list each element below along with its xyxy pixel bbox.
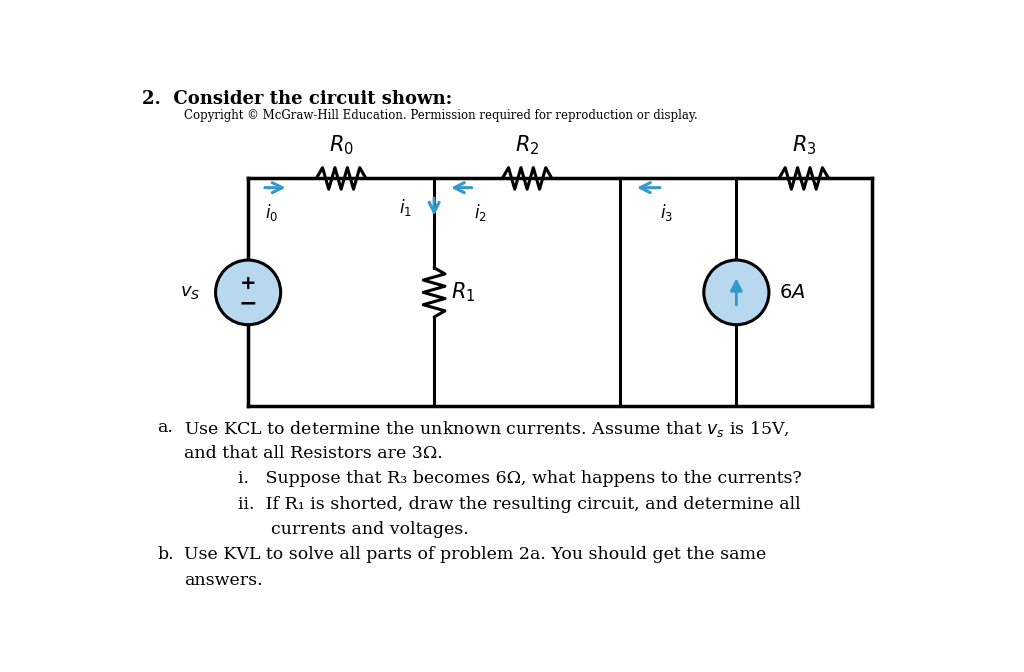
Text: $R_0$: $R_0$ [329, 133, 353, 157]
Text: $i_2$: $i_2$ [474, 202, 487, 222]
Text: $R_2$: $R_2$ [515, 133, 540, 157]
Text: $R_1$: $R_1$ [452, 281, 475, 304]
Text: a.: a. [158, 419, 173, 436]
Text: Copyright © McGraw-Hill Education. Permission required for reproduction or displ: Copyright © McGraw-Hill Education. Permi… [183, 109, 697, 122]
Text: $i_3$: $i_3$ [660, 202, 674, 222]
Text: $6A$: $6A$ [779, 283, 806, 302]
Text: and that all Resistors are 3Ω.: and that all Resistors are 3Ω. [183, 445, 442, 462]
Text: Use KVL to solve all parts of problem 2a. You should get the same: Use KVL to solve all parts of problem 2a… [183, 546, 766, 564]
Text: $v_S$: $v_S$ [180, 284, 200, 301]
Text: Use KCL to determine the unknown currents. Assume that $v_s$ is 15V,: Use KCL to determine the unknown current… [183, 419, 790, 439]
Text: +: + [240, 274, 256, 292]
Circle shape [216, 260, 281, 325]
Text: currents and voltages.: currents and voltages. [271, 521, 469, 538]
Text: −: − [239, 293, 257, 313]
Text: $i_0$: $i_0$ [265, 202, 279, 222]
Text: ii.  If R₁ is shorted, draw the resulting circuit, and determine all: ii. If R₁ is shorted, draw the resulting… [238, 496, 801, 513]
Text: 2.  Consider the circuit shown:: 2. Consider the circuit shown: [142, 90, 453, 108]
Text: $R_3$: $R_3$ [792, 133, 816, 157]
Circle shape [703, 260, 769, 325]
Text: answers.: answers. [183, 572, 262, 589]
Text: i.   Suppose that R₃ becomes 6Ω, what happens to the currents?: i. Suppose that R₃ becomes 6Ω, what happ… [238, 470, 802, 487]
Text: b.: b. [158, 546, 174, 564]
Text: $i_1$: $i_1$ [399, 197, 413, 218]
